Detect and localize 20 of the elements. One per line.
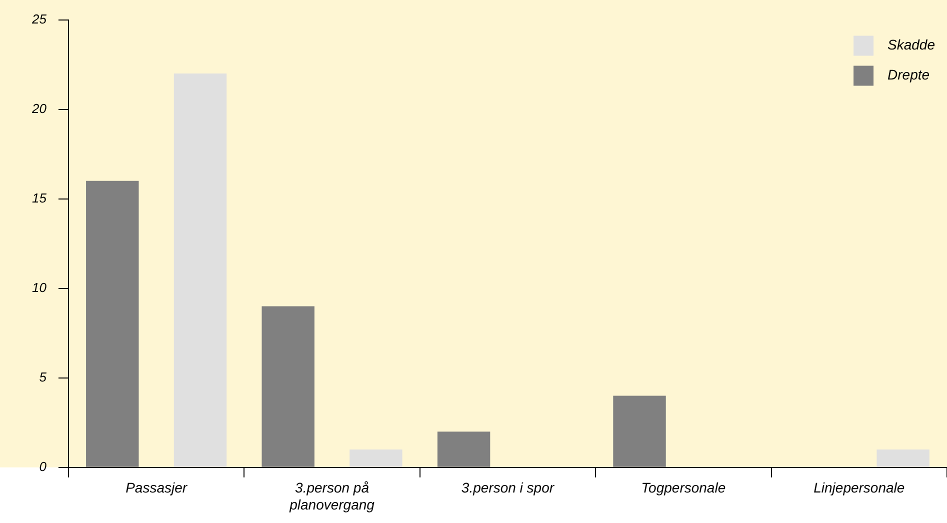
bar xyxy=(437,432,490,467)
x-tick-label: Passasjer xyxy=(126,480,188,496)
y-tick-label: 5 xyxy=(39,369,48,384)
bar xyxy=(876,449,930,467)
y-tick-label: 20 xyxy=(30,100,48,116)
y-tick-label: 0 xyxy=(39,459,48,474)
y-tick-label: 15 xyxy=(32,190,48,206)
x-tick-label: 3.person i spor xyxy=(461,480,556,496)
bar xyxy=(262,306,314,467)
x-tick-label: Togpersonale xyxy=(641,480,726,496)
bar xyxy=(86,180,139,467)
x-tick-label: 3.person på planovergang xyxy=(288,480,375,512)
y-tick-label: 25 xyxy=(30,11,48,26)
bar xyxy=(350,449,402,467)
bar xyxy=(174,74,227,467)
y-tick-label: 10 xyxy=(32,280,48,295)
bar xyxy=(613,396,666,467)
legend-label: Skadde xyxy=(888,36,936,53)
legend-label: Drepte xyxy=(888,66,930,83)
x-tick-label: Linjepersonale xyxy=(814,480,905,496)
